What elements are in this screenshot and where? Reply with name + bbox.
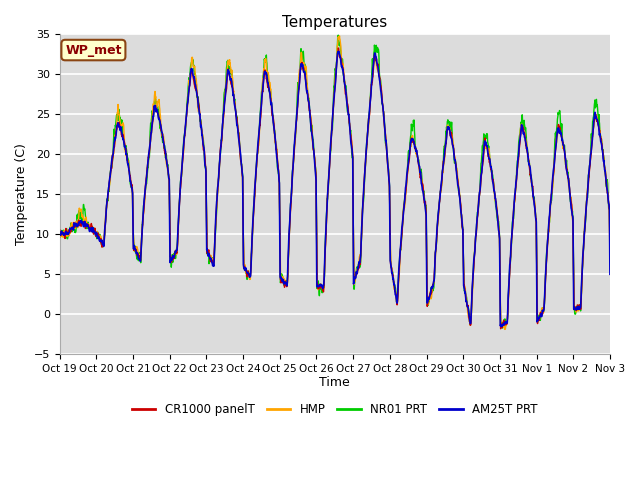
CR1000 panelT: [351, 276, 358, 282]
HMP: [351, 276, 358, 282]
CR1000 panelT: [209, 261, 217, 266]
AM25T PRT: [351, 274, 358, 280]
Line: CR1000 panelT: CR1000 panelT: [60, 48, 610, 329]
HMP: [209, 259, 217, 264]
NR01 PRT: [209, 255, 217, 261]
HMP: [335, 33, 343, 39]
AM25T PRT: [56, 232, 63, 238]
NR01 PRT: [363, 138, 371, 144]
NR01 PRT: [558, 121, 566, 127]
NR01 PRT: [499, 325, 506, 331]
CR1000 panelT: [558, 135, 566, 141]
Y-axis label: Temperature (C): Temperature (C): [15, 143, 28, 245]
CR1000 panelT: [497, 326, 504, 332]
Title: Temperatures: Temperatures: [282, 15, 387, 30]
Line: AM25T PRT: AM25T PRT: [60, 51, 610, 326]
AM25T PRT: [606, 271, 614, 277]
HMP: [606, 239, 614, 245]
CR1000 panelT: [56, 227, 63, 233]
HMP: [501, 326, 509, 332]
NR01 PRT: [495, 221, 502, 227]
AM25T PRT: [497, 324, 505, 329]
AM25T PRT: [495, 228, 502, 234]
HMP: [495, 225, 502, 230]
NR01 PRT: [351, 279, 358, 285]
Line: NR01 PRT: NR01 PRT: [60, 35, 610, 328]
HMP: [56, 228, 63, 234]
NR01 PRT: [334, 32, 342, 38]
HMP: [558, 134, 566, 140]
AM25T PRT: [558, 135, 566, 141]
CR1000 panelT: [573, 304, 581, 310]
Legend: CR1000 panelT, HMP, NR01 PRT, AM25T PRT: CR1000 panelT, HMP, NR01 PRT, AM25T PRT: [127, 398, 543, 420]
NR01 PRT: [606, 249, 614, 254]
CR1000 panelT: [495, 228, 502, 233]
Line: HMP: HMP: [60, 36, 610, 329]
CR1000 panelT: [335, 45, 342, 51]
AM25T PRT: [573, 304, 581, 310]
CR1000 panelT: [363, 143, 371, 149]
CR1000 panelT: [606, 258, 614, 264]
AM25T PRT: [335, 48, 342, 54]
HMP: [573, 307, 581, 313]
X-axis label: Time: Time: [319, 376, 350, 389]
Text: WP_met: WP_met: [65, 44, 122, 57]
HMP: [363, 140, 371, 145]
NR01 PRT: [573, 304, 581, 310]
NR01 PRT: [56, 230, 63, 236]
AM25T PRT: [209, 263, 217, 269]
AM25T PRT: [363, 140, 371, 145]
